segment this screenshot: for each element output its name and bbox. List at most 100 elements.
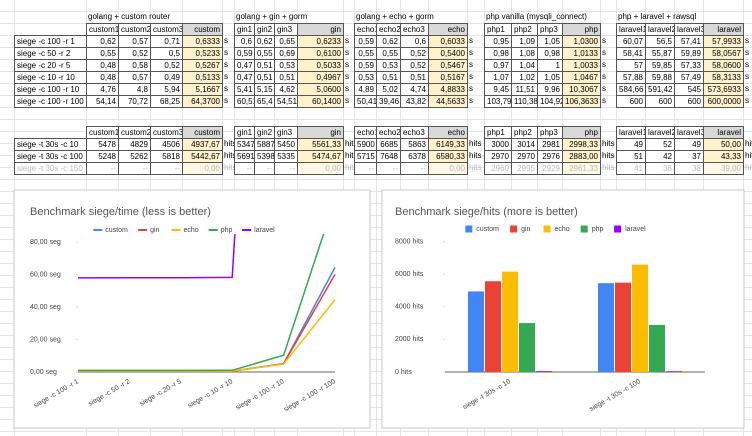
unit: s <box>602 84 606 93</box>
bar <box>649 324 665 372</box>
unit: s <box>224 60 228 69</box>
bar <box>598 283 614 372</box>
unit: s <box>224 48 228 57</box>
legend-label: php <box>592 226 604 233</box>
grid-column <box>376 0 377 436</box>
unit: s <box>345 84 349 93</box>
legend-label: gin <box>150 227 159 234</box>
cell: -- <box>254 162 275 175</box>
legend-swatch <box>510 225 518 233</box>
unit: s <box>469 96 473 105</box>
cell: 2961,33 <box>562 162 601 175</box>
cell: -- <box>354 162 377 175</box>
cell: 41 <box>616 162 646 175</box>
legend-label: custom <box>476 226 499 233</box>
cell: -- <box>86 162 119 175</box>
unit: s <box>224 36 228 45</box>
unit: s <box>745 48 749 57</box>
cell: 600 <box>674 95 704 108</box>
unit: s <box>745 72 749 81</box>
unit: hits <box>224 139 237 148</box>
bar <box>485 281 501 372</box>
legend-swatch <box>465 225 473 233</box>
unit: s <box>345 96 349 105</box>
line <box>77 299 336 372</box>
unit: hits <box>345 151 358 160</box>
cell: 600,0000 <box>703 95 744 108</box>
line <box>77 234 236 279</box>
bar <box>666 371 682 373</box>
unit: s <box>469 72 473 81</box>
unit: s <box>469 60 473 69</box>
unit: hits <box>469 139 482 148</box>
unit: hits <box>602 163 615 172</box>
cell: 2960 <box>484 162 512 175</box>
legend-label: echo <box>555 226 570 233</box>
unit: s <box>469 84 473 93</box>
cell: 38 <box>645 162 675 175</box>
unit: hits <box>224 163 237 172</box>
cell: 60,1400 <box>297 95 344 108</box>
unit: s <box>224 96 228 105</box>
bar <box>468 291 484 372</box>
group-header: golang + custom router <box>88 12 171 21</box>
bar <box>519 323 535 372</box>
unit: s <box>745 36 749 45</box>
cell: 44,5633 <box>428 95 468 108</box>
cell: -- <box>150 162 183 175</box>
cell: 68,25 <box>150 95 183 108</box>
unit: s <box>602 60 606 69</box>
unit: s <box>224 84 228 93</box>
legend-label: gin <box>521 226 530 233</box>
cell: 39,46 <box>376 95 401 108</box>
unit: s <box>745 96 749 105</box>
y-tick-label: 60,00 seg <box>30 271 61 278</box>
legend-label: laravel <box>254 227 275 234</box>
cell: 0,00 <box>297 162 344 175</box>
cell: 0,5400 <box>428 47 468 60</box>
cell: 43,82 <box>400 95 429 108</box>
y-tick-label: 8000 hits <box>395 238 424 245</box>
cell: 0,00 <box>428 162 468 175</box>
cell: 39,00 <box>703 162 744 175</box>
unit: s <box>745 60 749 69</box>
unit: hits <box>345 163 358 172</box>
unit: s <box>745 84 749 93</box>
cell: 106,3633 <box>562 95 601 108</box>
legend-label: laravel <box>625 226 646 233</box>
y-tick-label: 40,00 seg <box>30 304 61 311</box>
line <box>77 234 325 372</box>
legend-swatch <box>614 225 622 233</box>
unit: s <box>602 72 606 81</box>
legend-label: php <box>221 227 233 234</box>
group-header: golang + gin + gorm <box>236 12 308 21</box>
unit: s <box>469 48 473 57</box>
y-tick-label: 0,00 seg <box>30 369 57 376</box>
y-tick-label: 6000 hits <box>395 271 424 278</box>
group-header: golang + echo + gorm <box>356 12 434 21</box>
legend-label: custom <box>105 227 128 234</box>
y-tick-label: 2000 hits <box>395 336 424 343</box>
y-tick-label: 20,00 seg <box>30 336 61 343</box>
bar <box>536 371 552 372</box>
unit: hits <box>469 151 482 160</box>
legend-label: echo <box>184 227 199 234</box>
chart-box <box>13 189 371 429</box>
bar <box>632 264 648 372</box>
y-tick-label: 4000 hits <box>395 304 424 311</box>
unit: hits <box>745 151 752 160</box>
legend-swatch <box>580 225 588 233</box>
cell: 600 <box>616 95 646 108</box>
unit: s <box>345 48 349 57</box>
bar <box>502 271 518 372</box>
cell: 57,9933 <box>703 35 744 48</box>
unit: hits <box>602 151 615 160</box>
chart-box <box>381 189 745 429</box>
unit: hits <box>469 163 482 172</box>
unit: s <box>602 36 606 45</box>
plot-area <box>77 234 336 372</box>
cell: 38 <box>674 162 704 175</box>
chart-title: Benchmark siege/hits (more is better) <box>395 206 578 218</box>
